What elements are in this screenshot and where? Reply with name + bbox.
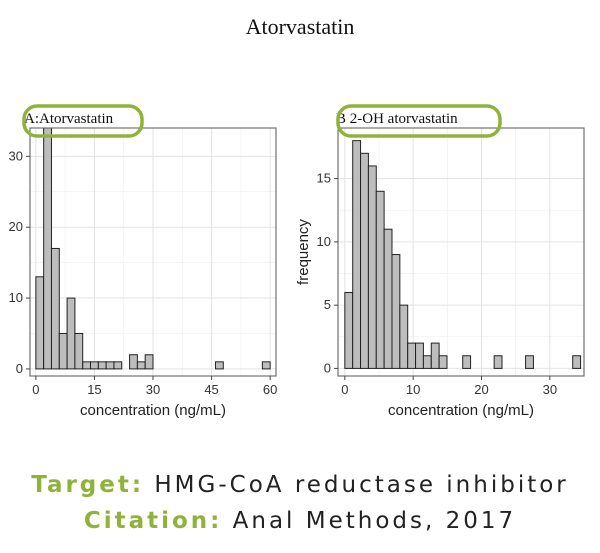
histogram-panel-b: 0 10 20 30 0 5 10 15 concentration (ng/mL) freque…	[295, 104, 585, 419]
x-tick-label: 45	[204, 382, 218, 397]
histogram-bar	[113, 361, 123, 370]
x-tick-label: 30	[146, 382, 160, 397]
panel-title: A:Atorvastatin	[24, 111, 114, 127]
y-tick-label: 0	[324, 360, 331, 375]
citation-line: Citation: Anal Methods, 2017	[0, 508, 600, 534]
page-title: Atorvastatin	[245, 14, 355, 39]
x-tick-label: 60	[263, 382, 277, 397]
y-tick-label: 20	[9, 219, 23, 234]
histogram-bar	[82, 361, 92, 370]
histogram-bar	[58, 332, 68, 370]
histogram-bar	[438, 355, 448, 369]
histogram-bar	[261, 361, 271, 370]
histogram-bar	[214, 361, 224, 370]
panel-title-highlight	[22, 104, 144, 138]
histogram-bar	[383, 228, 393, 369]
histogram-bar	[66, 297, 76, 370]
x-tick-label: 20	[474, 382, 488, 397]
y-axis-label: frequency	[295, 219, 312, 285]
panel-title-highlight	[336, 104, 502, 138]
y-tick-label: 10	[9, 290, 23, 305]
x-tick-label: 0	[341, 382, 348, 397]
y-tick-label: 30	[9, 148, 23, 163]
y-tick-label: 10	[317, 234, 331, 249]
histogram-bar	[407, 342, 417, 369]
histogram-bar	[375, 190, 385, 369]
histogram-bar	[415, 342, 424, 369]
target-value: HMG-CoA reductase inhibitor	[154, 472, 569, 498]
histogram-bar	[352, 140, 362, 369]
histogram-bar	[525, 355, 534, 369]
histogram-bar	[105, 361, 115, 370]
x-axis-label: concentration (ng/mL)	[388, 402, 534, 419]
target-line: Target: HMG-CoA reductase inhibitor	[0, 472, 600, 498]
x-tick-label: 15	[87, 382, 101, 397]
histogram-bar	[360, 152, 369, 369]
y-tick-label: 0	[16, 361, 23, 376]
y-tick-label: 5	[324, 297, 331, 312]
x-tick-label: 30	[543, 382, 557, 397]
histogram-bar	[35, 276, 45, 370]
histogram-bar	[129, 354, 138, 370]
x-tick-label: 0	[32, 382, 39, 397]
histogram-bar	[136, 361, 146, 370]
histogram-bar	[462, 355, 472, 369]
histogram-bar	[97, 361, 107, 370]
target-label: Target:	[31, 472, 145, 498]
histogram-bar	[344, 291, 354, 369]
histogram-bar	[422, 355, 432, 369]
citation-value: Anal Methods, 2017	[232, 508, 517, 534]
histogram-panel-a: 0 15 30 45 60 0 10 20 30 concentration (ng/mL) A:A…	[9, 104, 277, 419]
citation-label: Citation:	[83, 508, 223, 534]
histogram-bar	[90, 361, 99, 370]
histogram-bar	[493, 355, 503, 369]
histogram-bar	[572, 355, 582, 369]
histogram-bar	[43, 127, 52, 370]
panel-title: B 2-OH atorvastatin	[336, 111, 458, 127]
histogram-bar	[50, 247, 60, 370]
histogram-bar	[430, 342, 440, 369]
histogram-bar	[367, 165, 377, 369]
histogram-bar	[74, 332, 84, 370]
y-tick-label: 15	[317, 171, 331, 186]
plot-border	[337, 127, 585, 377]
x-tick-label: 10	[406, 382, 420, 397]
histogram-bar	[399, 304, 409, 369]
histogram-bar	[144, 354, 154, 370]
x-axis-label: concentration (ng/mL)	[80, 402, 226, 419]
histogram-bar	[391, 254, 401, 369]
